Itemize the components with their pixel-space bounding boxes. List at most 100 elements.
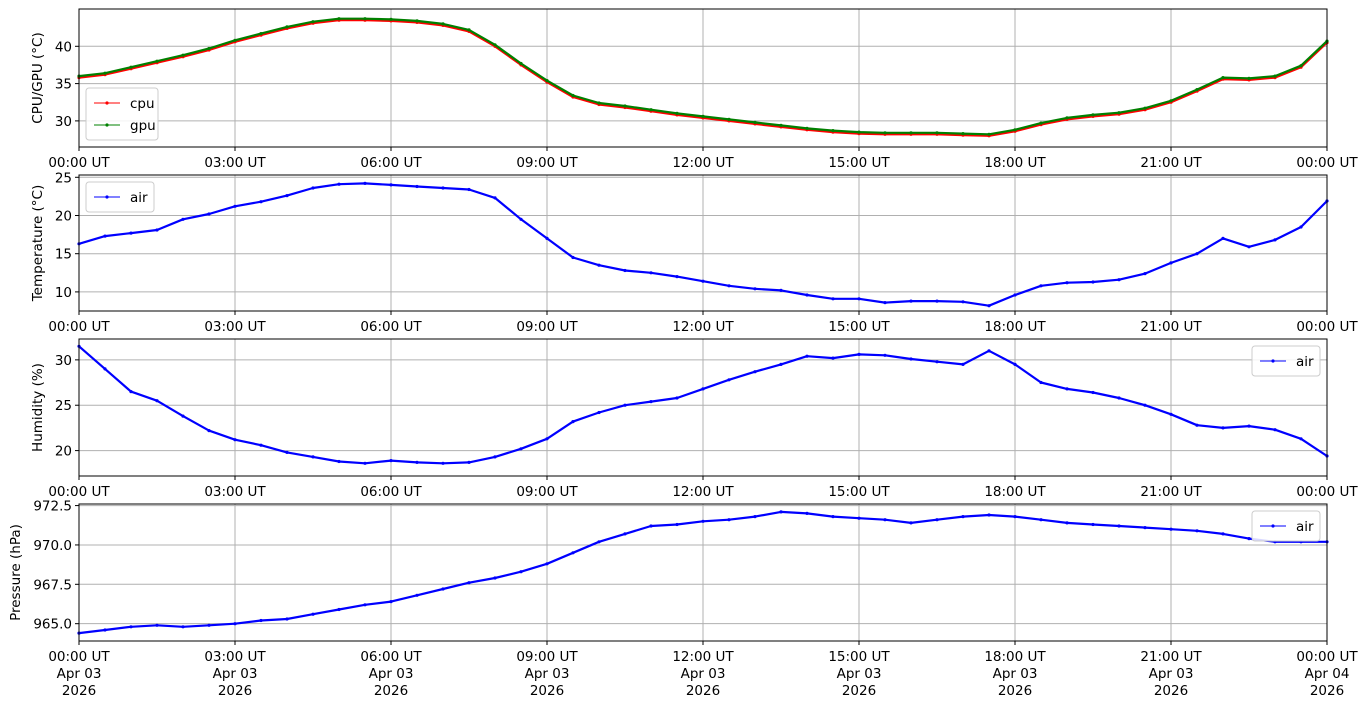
data-point: [311, 20, 315, 24]
data-point: [103, 367, 107, 371]
data-point: [1091, 280, 1095, 284]
data-point: [727, 284, 731, 288]
x-tick-label: 00:00 UT Apr 03 2026: [48, 649, 110, 699]
series-air: [77, 510, 1329, 635]
y-tick-label: 40: [55, 39, 72, 55]
data-point: [779, 123, 783, 127]
data-point: [207, 212, 211, 216]
data-point: [1221, 532, 1225, 536]
data-point: [181, 414, 185, 418]
data-point: [155, 623, 159, 627]
data-point: [1195, 252, 1199, 256]
data-point: [1169, 527, 1173, 531]
y-tick-label: 25: [55, 170, 72, 186]
data-point: [259, 200, 263, 204]
data-point: [675, 396, 679, 400]
data-point: [1065, 281, 1069, 285]
data-point: [1195, 529, 1199, 533]
data-point: [1221, 236, 1225, 240]
data-point: [883, 131, 887, 135]
data-point: [727, 518, 731, 522]
y-axis-label: Temperature (°C): [30, 185, 46, 303]
legend: air: [1251, 345, 1321, 377]
data-point: [831, 129, 835, 133]
x-tick-label: 00:00 UT: [48, 155, 110, 171]
data-point: [467, 28, 471, 32]
data-point: [285, 194, 289, 198]
data-point: [519, 447, 523, 451]
data-point: [129, 625, 133, 629]
x-tick-label: 03:00 UT Apr 03 2026: [204, 649, 266, 699]
data-point: [1117, 278, 1121, 282]
data-point: [935, 518, 939, 522]
data-point: [155, 399, 159, 403]
legend-marker-cpu: [105, 101, 109, 105]
data-point: [337, 17, 341, 21]
data-point: [779, 362, 783, 366]
data-point: [415, 593, 419, 597]
data-point: [597, 410, 601, 415]
y-tick-label: 20: [55, 444, 72, 460]
data-point: [337, 459, 341, 464]
data-point: [363, 181, 367, 185]
data-point: [1091, 390, 1095, 395]
data-point: [805, 354, 809, 358]
data-point: [1065, 116, 1069, 120]
x-tick-label: 03:00 UT: [204, 484, 266, 500]
data-point: [467, 187, 471, 192]
data-point: [675, 111, 679, 115]
x-tick-label: 09:00 UT: [516, 484, 578, 500]
data-point: [1247, 76, 1251, 80]
legend: cpu gpu: [85, 87, 159, 141]
x-tick-label: 18:00 UT Apr 03 2026: [984, 649, 1046, 699]
data-point: [1039, 121, 1043, 125]
data-point: [311, 186, 315, 190]
data-point: [597, 263, 601, 267]
data-point: [259, 618, 263, 623]
data-point: [623, 403, 627, 407]
data-point: [701, 387, 705, 391]
data-point: [597, 540, 601, 544]
data-point: [467, 460, 471, 464]
data-point: [181, 53, 185, 57]
data-point: [155, 59, 159, 63]
x-tick-label: 00:00 UT Apr 04 2026: [1296, 649, 1358, 699]
data-point: [961, 515, 965, 519]
data-point: [1299, 437, 1303, 441]
data-point: [727, 378, 731, 382]
data-point: [389, 17, 393, 21]
data-point: [181, 625, 185, 629]
data-point: [961, 362, 965, 366]
data-point: [1013, 128, 1017, 132]
y-tick-label: 967.5: [33, 577, 72, 593]
data-point: [1143, 272, 1147, 276]
data-point: [805, 511, 809, 515]
data-point: [571, 420, 575, 424]
data-point: [493, 196, 497, 200]
data-point: [987, 132, 991, 136]
y-axis-label: Humidity (%): [30, 363, 46, 452]
y-tick-label: 25: [55, 398, 72, 414]
data-point: [311, 455, 315, 459]
x-tick-label: 06:00 UT: [360, 319, 422, 335]
x-tick-label: 00:00 UT: [48, 484, 110, 500]
y-tick-label: 965.0: [33, 617, 72, 633]
data-point: [1221, 426, 1225, 430]
data-point: [155, 228, 159, 232]
x-tick-label: 18:00 UT: [984, 484, 1046, 500]
data-point: [1273, 74, 1277, 78]
data-point: [103, 234, 107, 238]
data-point: [571, 255, 575, 260]
data-point: [181, 217, 185, 221]
data-point: [103, 71, 107, 75]
data-point: [753, 370, 757, 374]
data-point: [1091, 113, 1095, 117]
data-point: [649, 524, 653, 528]
data-point: [623, 268, 627, 273]
data-point: [1013, 293, 1017, 297]
data-point: [909, 521, 913, 525]
data-point: [831, 515, 835, 519]
x-tick-label: 12:00 UT Apr 03 2026: [672, 649, 734, 699]
data-point: [1039, 284, 1043, 288]
